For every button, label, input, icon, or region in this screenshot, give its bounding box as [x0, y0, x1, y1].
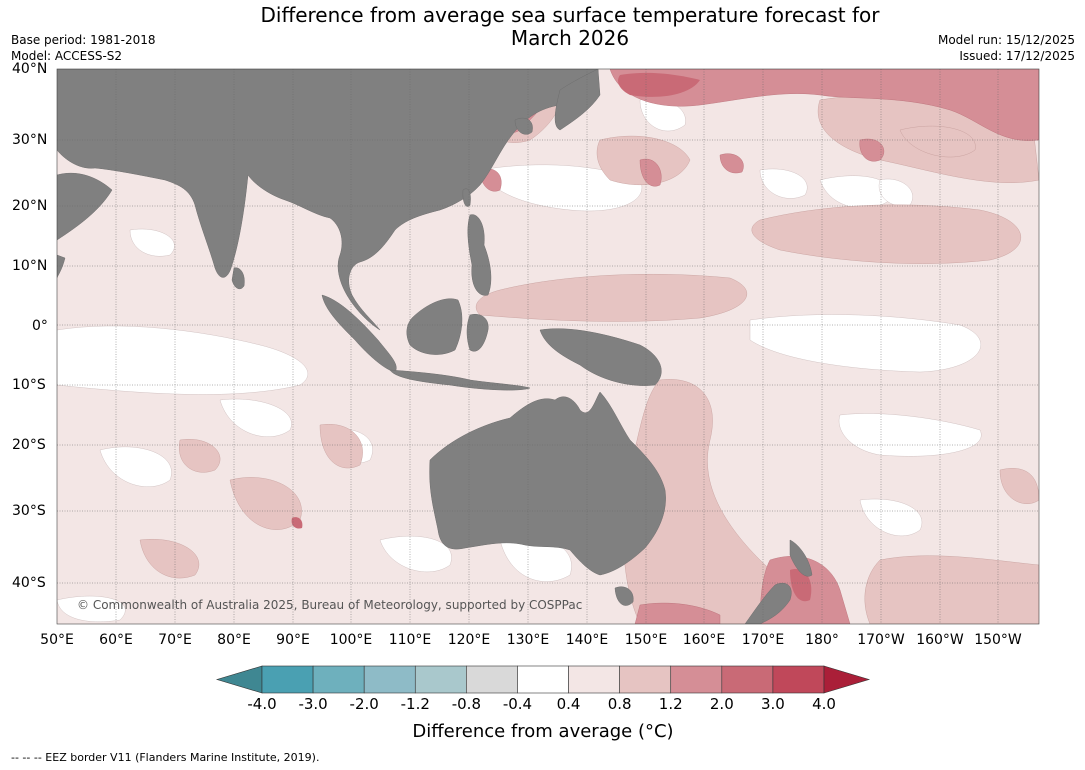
- lon-label: 80°E: [217, 632, 251, 648]
- colorbar: [215, 665, 871, 694]
- lon-label: 50°E: [40, 632, 74, 648]
- colorbar-segment: [363, 665, 416, 694]
- lat-label: 40°N: [12, 61, 48, 77]
- map-title: Difference from average sea surface temp…: [170, 4, 970, 50]
- lat-label: 0°: [32, 318, 48, 334]
- lat-label: 10°S: [12, 377, 46, 393]
- colorbar-tick-label: 0.8: [607, 695, 632, 713]
- very-strong-warm-anomaly-regions: [291, 72, 812, 602]
- colorbar-segment: [568, 665, 620, 694]
- colorbar-min-extension: [215, 665, 263, 694]
- colorbar-tick-label: -0.4: [502, 695, 533, 713]
- map-field: [57, 69, 1039, 624]
- model-info: Base period: 1981-2018 Model: ACCESS-S2: [11, 32, 156, 64]
- neutral-anomaly-regions: [57, 78, 986, 622]
- colorbar-segment: [466, 665, 518, 694]
- lon-label: 170°W: [857, 632, 905, 648]
- lat-label: 20°N: [12, 198, 48, 214]
- lon-label: 170°E: [741, 632, 785, 648]
- lon-label: 130°E: [506, 632, 550, 648]
- lat-label: 10°N: [12, 258, 48, 274]
- lon-label: 160°W: [916, 632, 964, 648]
- colorbar-tick-label: 2.0: [709, 695, 734, 713]
- lat-label: 30°S: [12, 503, 46, 519]
- colorbar-tick-label: -2.0: [349, 695, 379, 713]
- base-period: Base period: 1981-2018: [11, 33, 156, 47]
- colorbar-segment: [414, 665, 467, 694]
- colorbar-tick-label: 3.0: [760, 695, 785, 713]
- lon-label: 70°E: [158, 632, 192, 648]
- lon-label: 140°E: [565, 632, 609, 648]
- colorbar-segment: [721, 665, 774, 694]
- colorbar-title: Difference from average (°C): [412, 721, 674, 742]
- copyright-notice: © Commonwealth of Australia 2025, Bureau…: [77, 598, 583, 612]
- colorbar-tick-label: -4.0: [247, 695, 277, 713]
- colorbar-tick-label: -0.8: [451, 695, 481, 713]
- colorbar-tick-label: -1.2: [400, 695, 430, 713]
- colorbar-tick-label: 1.2: [658, 695, 683, 713]
- lon-label: 160°E: [682, 632, 726, 648]
- map-frame: [56, 68, 1040, 625]
- model-run-date: Model run: 15/12/2025: [937, 33, 1075, 47]
- run-info: Model run: 15/12/2025 Issued: 17/12/2025: [938, 32, 1075, 64]
- graticule: [57, 69, 1039, 624]
- lon-label: 90°E: [276, 632, 310, 648]
- lon-label: 180°: [805, 632, 839, 648]
- colorbar-segment: [261, 665, 314, 694]
- colorbar-segment: [619, 665, 672, 694]
- lon-label: 100°E: [329, 632, 373, 648]
- model-name: Model: ACCESS-S2: [11, 49, 123, 63]
- colorbar-segment: [517, 665, 569, 694]
- issued-date: Issued: 17/12/2025: [959, 49, 1075, 63]
- lon-label: 150°E: [624, 632, 668, 648]
- colorbar-segment: [312, 665, 365, 694]
- land: [57, 69, 813, 624]
- colorbar-tick-label: 0.4: [556, 695, 581, 713]
- lat-label: 20°S: [12, 437, 46, 453]
- lon-label: 110°E: [388, 632, 432, 648]
- lat-label: 40°S: [12, 575, 46, 591]
- colorbar-max-extension: [823, 665, 871, 694]
- lat-label: 30°N: [12, 132, 48, 148]
- eez-footnote: -- -- -- EEZ border V11 (Flanders Marine…: [11, 751, 320, 764]
- colorbar-segment: [772, 665, 825, 694]
- colorbar-tick-label: 4.0: [812, 695, 836, 713]
- title-line-2: March 2026: [510, 26, 630, 50]
- lon-label: 60°E: [99, 632, 133, 648]
- title-line-1: Difference from average sea surface temp…: [260, 3, 880, 27]
- colorbar-tick-label: -3.0: [298, 695, 328, 713]
- colorbar-segment: [670, 665, 723, 694]
- lon-label: 150°W: [974, 632, 1022, 648]
- lon-label: 120°E: [447, 632, 491, 648]
